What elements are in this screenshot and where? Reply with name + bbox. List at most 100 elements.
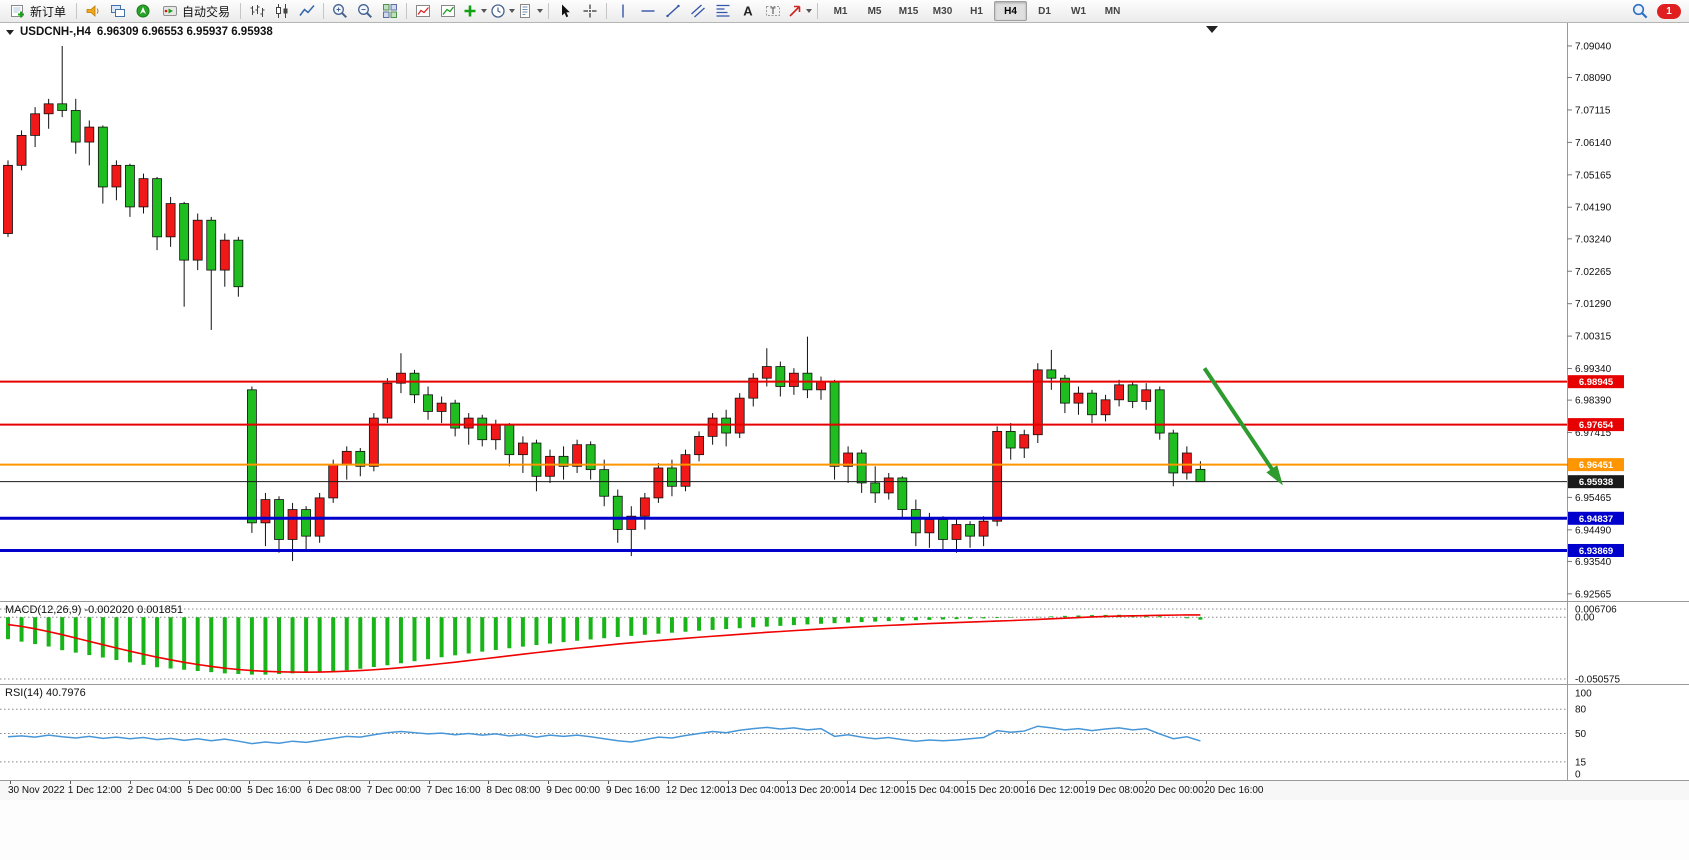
candle [734, 397, 745, 434]
tile-windows-button[interactable] [378, 0, 402, 22]
candle [1019, 434, 1030, 449]
rsi-scale-label: 0 [1575, 770, 1581, 781]
bar-chart-icon [250, 5, 265, 17]
candle [490, 424, 501, 441]
price-badge-resistance-lower [1568, 418, 1624, 432]
clock-icon [491, 4, 505, 18]
svg-text:A: A [743, 4, 753, 19]
time-label: 20 Dec 00:00 [1144, 785, 1204, 796]
candle [192, 219, 203, 261]
add-indicator-dropdown[interactable] [461, 0, 488, 22]
indicators-button[interactable] [411, 0, 435, 22]
time-axis[interactable]: 30 Nov 2022 1 Dec 12:00 2 Dec 04:00 5 Dec 0… [0, 780, 1689, 800]
trend-arrow[interactable] [1202, 367, 1281, 481]
timeframe-button-h4[interactable]: H4 [994, 1, 1028, 21]
candle [572, 444, 582, 467]
search-button[interactable] [1628, 0, 1652, 22]
text-tool[interactable]: A [736, 0, 760, 22]
crosshair-button[interactable] [578, 0, 602, 22]
timeframe-button-m15[interactable]: M15 [898, 5, 919, 17]
candle [3, 164, 13, 234]
price-chart[interactable]: 7.09040 7.08090 7.07115 7.06140 7.05165 7.041… [0, 23, 1689, 601]
objects-list-button[interactable] [436, 0, 460, 22]
toolbar-separator [817, 3, 819, 19]
chart-shift-marker[interactable] [1206, 26, 1218, 33]
bar-chart-button[interactable] [245, 0, 269, 22]
candle [626, 515, 637, 530]
macd-scale-label: 0.006706 [1575, 605, 1617, 616]
price-tick-label: 7.04190 [1575, 203, 1612, 214]
rsi-panel: 100 80 50 15 0 RSI(14) 40.7976 [0, 684, 1689, 780]
candle [870, 482, 881, 494]
time-axis-tick [667, 781, 669, 784]
time-axis-tick [608, 781, 609, 784]
price-tick-label: 7.09040 [1575, 41, 1612, 52]
price-badge-resistance-upper [1568, 375, 1624, 389]
timeframe-button-m30[interactable]: M30 [932, 5, 953, 17]
time-axis-tick [1026, 781, 1028, 784]
navigator-button[interactable] [131, 0, 155, 22]
new-order-button[interactable]: 新订单 [4, 0, 72, 22]
candle [43, 103, 54, 115]
vertical-line-tool[interactable] [611, 0, 635, 22]
candle [450, 402, 461, 429]
rsi-line [7, 725, 1201, 745]
candle [165, 203, 176, 238]
timeframe-button-mn[interactable]: MN [1104, 5, 1121, 17]
timeframe-button-m1[interactable]: M1 [833, 5, 848, 17]
timeframe-button-d1[interactable]: D1 [1038, 5, 1051, 17]
period-dropdown[interactable] [489, 0, 516, 22]
candle [1154, 389, 1165, 434]
indicators-icon [416, 5, 431, 17]
candle [639, 497, 650, 517]
timeframe-button-m5[interactable]: M5 [867, 5, 882, 17]
text-label-tool[interactable]: T [761, 0, 785, 22]
time-axis-tick [1086, 781, 1088, 784]
text-icon: A [743, 4, 753, 19]
toolbar-separator [606, 3, 608, 19]
autotrading-button[interactable]: 自动交易 [156, 0, 236, 22]
candle [504, 424, 515, 456]
market-watch-button[interactable] [106, 0, 130, 22]
notification-badge[interactable]: 1 [1657, 3, 1681, 19]
trendline-tool[interactable] [661, 0, 685, 22]
time-axis-tick [966, 781, 968, 784]
rsi-chart[interactable]: 100 80 50 15 0 [0, 685, 1689, 780]
time-label: 5 Dec 00:00 [187, 785, 242, 796]
time-axis-tick [309, 781, 310, 784]
price-tick-label: 6.94490 [1575, 525, 1612, 536]
timeframe-button-w1[interactable]: W1 [1071, 5, 1087, 17]
add-indicator-icon [464, 5, 476, 17]
line-chart-button[interactable] [295, 0, 319, 22]
price-badge-support-blue-lower [1568, 543, 1624, 557]
candle [612, 495, 623, 530]
candlestick-chart-button[interactable] [270, 0, 294, 22]
timeframe-button-h1[interactable]: H1 [970, 5, 983, 17]
alerts-button[interactable] [81, 0, 105, 22]
candle [382, 382, 393, 419]
cursor-button[interactable] [553, 0, 577, 22]
candle [341, 450, 352, 466]
horizontal-line-tool[interactable] [636, 0, 660, 22]
candle [287, 509, 298, 540]
zoom-out-button[interactable] [353, 0, 377, 22]
time-label: 2 Dec 04:00 [127, 785, 182, 796]
candle [152, 178, 162, 238]
timeframe-toolbar: M1 M5 M15 M30 H1 H4 D1 W1 MN [824, 1, 1129, 21]
zoom-in-button[interactable] [328, 0, 352, 22]
arrow-tool-icon [789, 5, 801, 17]
channel-tool[interactable] [686, 0, 710, 22]
candle [436, 402, 447, 412]
time-label: 6 Dec 08:00 [307, 785, 361, 796]
candle [1087, 392, 1097, 416]
time-label: 8 Dec 08:00 [486, 785, 541, 796]
arrows-dropdown[interactable] [786, 0, 813, 22]
template-dropdown[interactable] [517, 0, 544, 22]
candle [761, 366, 772, 379]
candle [206, 219, 217, 271]
time-label: 13 Dec 20:00 [785, 785, 845, 796]
candle [1114, 384, 1124, 401]
time-label: 12 Dec 12:00 [665, 785, 726, 796]
fibonacci-tool[interactable] [711, 0, 735, 22]
